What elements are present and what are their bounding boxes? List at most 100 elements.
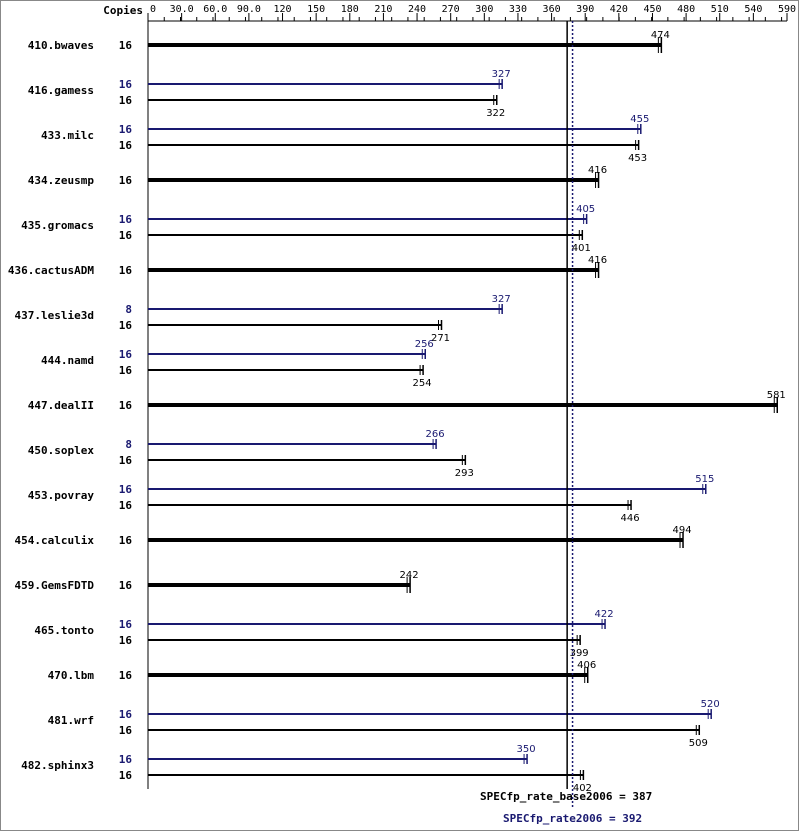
copies-label: 8	[125, 303, 132, 316]
copies-label: 16	[119, 213, 133, 226]
benchmark-label: 465.tonto	[34, 624, 94, 637]
copies-label: 16	[119, 769, 133, 782]
copies-label: 16	[119, 229, 133, 242]
data-label: 256	[415, 339, 434, 350]
data-label: 327	[492, 294, 511, 305]
benchmark-label: 447.dealII	[28, 399, 94, 412]
copies-label: 16	[119, 123, 133, 136]
benchmark-label: 444.namd	[41, 354, 94, 367]
data-label: 416	[588, 165, 607, 176]
data-label: 446	[620, 513, 639, 524]
copies-label: 16	[119, 708, 133, 721]
bars	[148, 37, 779, 780]
benchmark-label: 453.povray	[28, 489, 95, 502]
data-label: 474	[651, 30, 670, 41]
data-label: 515	[695, 474, 714, 485]
copies-label: 16	[119, 499, 133, 512]
reference-lines: SPECfp_rate_base2006 = 387 SPECfp_rate200…	[480, 21, 652, 825]
x-tick-label: 420	[610, 4, 628, 15]
x-tick-label: 510	[711, 4, 729, 15]
copies-label: 16	[119, 454, 133, 467]
x-tick-label: 540	[744, 4, 762, 15]
copies-label: 8	[125, 438, 132, 451]
x-tick-label: 150	[307, 4, 325, 15]
x-tick-label: 180	[341, 4, 359, 15]
x-tick-label: 330	[509, 4, 527, 15]
x-tick-label: 120	[273, 4, 291, 15]
copies-label: 16	[119, 319, 133, 332]
x-tick-label: 390	[576, 4, 594, 15]
x-tick-label: 0	[150, 4, 156, 15]
benchmark-label: 416.gamess	[28, 84, 94, 97]
copies-label: 16	[119, 724, 133, 737]
benchmark-label: 470.lbm	[48, 669, 95, 682]
benchmark-label: 436.cactusADM	[8, 264, 94, 277]
benchmark-label: 454.calculix	[15, 534, 95, 547]
data-label: 406	[577, 660, 596, 671]
data-label: 266	[426, 429, 445, 440]
copies-label: 16	[119, 94, 133, 107]
copies-label: 16	[119, 364, 133, 377]
data-label: 399	[570, 648, 589, 659]
copies-label: 16	[119, 579, 133, 592]
data-label: 401	[572, 243, 591, 254]
copies-label: 16	[119, 669, 133, 682]
x-tick-label: 30.0	[170, 4, 194, 15]
benchmark-label: 482.sphinx3	[21, 759, 94, 772]
x-tick-label: 210	[374, 4, 392, 15]
benchmark-label: 450.soplex	[28, 444, 95, 457]
copies-label: 16	[119, 174, 133, 187]
benchmark-label: 435.gromacs	[21, 219, 94, 232]
benchmark-label: 410.bwaves	[28, 39, 94, 52]
x-tick-label: 450	[643, 4, 661, 15]
benchmark-label: 433.milc	[41, 129, 94, 142]
copies-label: 16	[119, 399, 133, 412]
copies-label: 16	[119, 534, 133, 547]
data-label: 254	[413, 378, 432, 389]
data-label: 455	[630, 114, 649, 125]
x-tick-label: 240	[408, 4, 426, 15]
copies-label: 16	[119, 483, 133, 496]
data-label: 405	[576, 204, 595, 215]
data-label: 242	[400, 570, 419, 581]
x-tick-label: 590	[778, 4, 796, 15]
benchmark-label: 437.leslie3d	[15, 309, 94, 322]
copies-label: 16	[119, 634, 133, 647]
base-reference-label: SPECfp_rate_base2006 = 387	[480, 790, 652, 803]
benchmark-label: 459.GemsFDTD	[15, 579, 95, 592]
data-label: 422	[595, 609, 614, 620]
copies-label: 16	[119, 139, 133, 152]
row-labels: 410.bwaves 474 16 416.gamess 327 16 322 16 433.m…	[8, 30, 786, 794]
copies-header: Copies	[103, 4, 143, 17]
benchmark-label: 434.zeusmp	[28, 174, 95, 187]
copies-label: 16	[119, 753, 133, 766]
data-label: 293	[455, 468, 474, 479]
x-tick-label: 300	[475, 4, 493, 15]
copies-label: 16	[119, 78, 133, 91]
x-axis: 0 30.0 60.0 90.0 120 150 180 210 240 270 300 330 360…	[147, 4, 796, 789]
data-label: 494	[672, 525, 691, 536]
x-tick-label: 480	[677, 4, 695, 15]
data-label: 453	[628, 153, 647, 164]
data-label: 402	[573, 783, 592, 794]
x-tick-label: 270	[442, 4, 460, 15]
copies-label: 16	[119, 39, 133, 52]
copies-label: 16	[119, 264, 133, 277]
x-tick-label: 360	[543, 4, 561, 15]
data-label: 520	[701, 699, 720, 710]
copies-label: 16	[119, 348, 133, 361]
peak-reference-label: SPECfp_rate2006 = 392	[503, 812, 642, 825]
x-tick-label: 90.0	[237, 4, 261, 15]
x-tick-label: 60.0	[203, 4, 227, 15]
data-label: 327	[492, 69, 511, 80]
data-label: 350	[517, 744, 536, 755]
copies-label: 16	[119, 618, 133, 631]
benchmark-label: 481.wrf	[48, 714, 94, 727]
data-label: 509	[689, 738, 708, 749]
data-label: 581	[767, 390, 786, 401]
data-label: 271	[431, 333, 450, 344]
data-label: 322	[486, 108, 505, 119]
data-label: 416	[588, 255, 607, 266]
